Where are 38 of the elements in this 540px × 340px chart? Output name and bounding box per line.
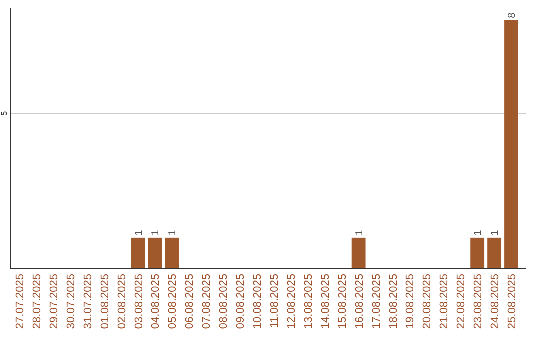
x-tick-label: 13.08.2025: [302, 274, 315, 330]
x-tick-label: 15.08.2025: [336, 274, 349, 330]
x-tick-label: 21.08.2025: [438, 274, 451, 330]
x-tick-label: 01.08.2025: [99, 274, 112, 330]
data-label: 1: [354, 230, 366, 236]
x-tick-label: 07.08.2025: [201, 274, 214, 330]
data-label: 8: [507, 12, 518, 18]
x-tick-label: 05.08.2025: [167, 274, 180, 330]
x-tick-label: 02.08.2025: [116, 274, 128, 330]
x-tick-label: 24.08.2025: [490, 274, 502, 330]
x-tick-label: 20.08.2025: [422, 274, 434, 330]
x-tick-label: 16.08.2025: [354, 274, 366, 330]
x-tick-label: 09.08.2025: [235, 274, 248, 330]
x-tick-label: 12.08.2025: [286, 274, 298, 330]
x-tick-label: 28.07.2025: [31, 274, 44, 330]
data-label: 1: [134, 230, 145, 236]
x-tick-label: 22.08.2025: [456, 274, 468, 330]
x-tick-label: 25.08.2025: [506, 274, 519, 330]
x-tick-label: 11.08.2025: [268, 274, 281, 328]
x-tick-label: 03.08.2025: [133, 274, 146, 330]
x-tick-label: 18.08.2025: [388, 274, 400, 330]
x-tick-label: 08.08.2025: [218, 274, 230, 330]
x-tick-label: 27.07.2025: [14, 274, 26, 330]
x-tick-label: 31.07.2025: [82, 274, 94, 330]
x-tick-label: 14.08.2025: [320, 274, 332, 330]
data-label: 1: [473, 230, 484, 236]
data-label: 1: [150, 230, 162, 236]
x-tick-label: 04.08.2025: [150, 274, 162, 330]
x-tick-label: 23.08.2025: [472, 274, 485, 330]
y-tick-label: 5: [0, 110, 9, 116]
data-label: 1: [168, 230, 179, 236]
x-tick-label: 29.07.2025: [48, 274, 60, 330]
x-tick-label: 30.07.2025: [65, 274, 78, 330]
x-tick-label: 06.08.2025: [184, 274, 196, 330]
x-tick-label: 17.08.2025: [370, 274, 383, 330]
x-tick-label: 10.08.2025: [252, 274, 264, 330]
x-tick-label: 19.08.2025: [404, 274, 417, 330]
data-label: 1: [490, 230, 502, 236]
